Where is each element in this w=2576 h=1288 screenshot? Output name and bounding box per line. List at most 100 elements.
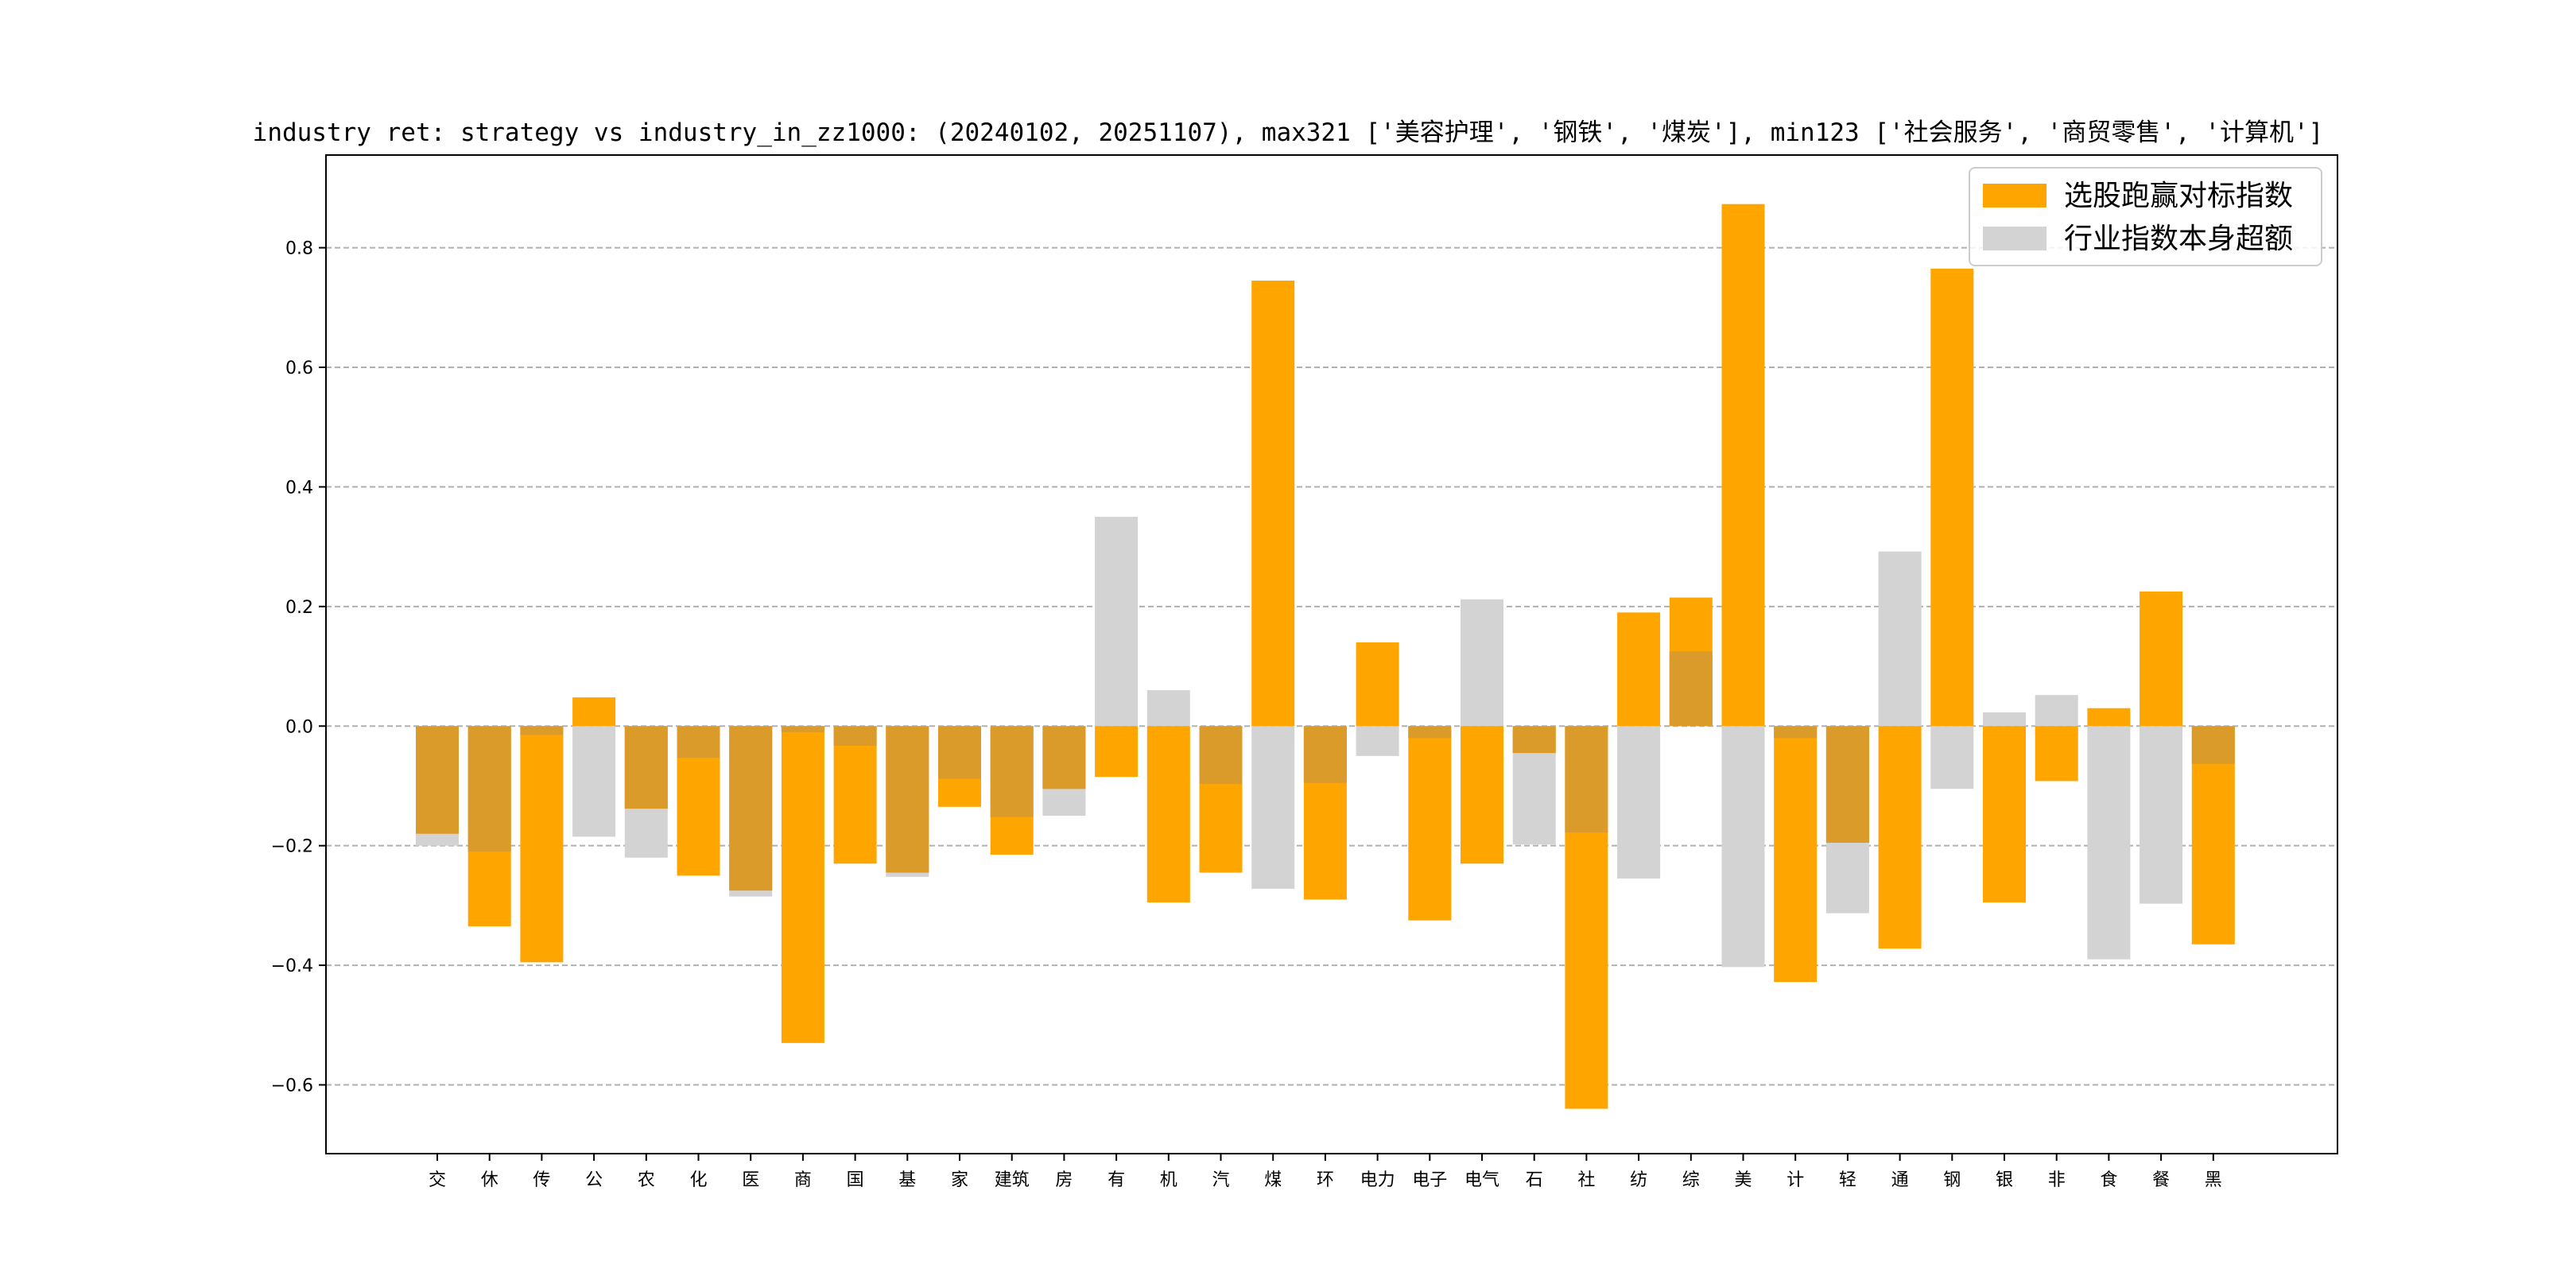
x-tick-label: 商 [794, 1170, 812, 1190]
bar-overlap [677, 726, 720, 758]
x-tick-label: 餐 [2152, 1170, 2170, 1190]
bar-strategy [520, 726, 564, 963]
y-tick-label: 0.8 [285, 239, 313, 259]
bar-strategy [1095, 726, 1139, 778]
y-tick-label: 0.2 [285, 598, 313, 618]
x-tick-label: 家 [951, 1170, 968, 1190]
bar-overlap [1565, 726, 1608, 833]
x-tick-label: 综 [1682, 1170, 1700, 1190]
bar-industry [1721, 726, 1765, 968]
x-tick-label: 汽 [1212, 1170, 1229, 1190]
x-tick-label: 房 [1055, 1170, 1073, 1190]
y-tick-label: −0.2 [271, 837, 313, 857]
bar-industry [1146, 690, 1190, 727]
bar-industry [2140, 726, 2183, 904]
bar-strategy [1146, 726, 1190, 903]
x-tick-label: 电力 [1360, 1170, 1395, 1190]
bar-overlap [520, 726, 564, 735]
y-tick-label: 0.4 [285, 478, 313, 498]
bar-strategy [1251, 280, 1295, 727]
x-tick-label: 计 [1787, 1170, 1804, 1190]
bar-strategy [2087, 708, 2131, 727]
bar-overlap [467, 726, 511, 852]
y-tick-label: −0.6 [271, 1077, 313, 1096]
bar-industry [1878, 551, 1922, 727]
x-tick-label: 公 [585, 1170, 603, 1190]
bar-industry [1356, 726, 1399, 756]
bar-strategy [1617, 612, 1661, 727]
y-tick-label: −0.4 [271, 956, 313, 976]
bar-overlap [1825, 726, 1869, 843]
chart-title: industry ret: strategy vs industry_in_zz… [253, 118, 2324, 147]
x-tick-label: 传 [533, 1170, 550, 1190]
bar-strategy [1983, 726, 2026, 903]
bar-strategy [2140, 592, 2183, 727]
bar-overlap [1774, 726, 1818, 739]
bar-overlap [2191, 726, 2235, 764]
x-tick-label: 环 [1317, 1170, 1334, 1190]
bar-industry [1983, 712, 2026, 727]
bar-strategy [2035, 726, 2078, 782]
bar-overlap [1199, 726, 1243, 785]
bar-strategy [833, 726, 877, 864]
x-tick-label: 食 [2100, 1170, 2117, 1190]
bar-strategy [1356, 642, 1399, 727]
bar-overlap [886, 726, 929, 873]
bar-strategy [781, 726, 824, 1043]
legend: 选股跑赢对标指数 行业指数本身超额 [1969, 167, 2322, 266]
bar-overlap [624, 726, 668, 809]
bar-industry [1095, 517, 1139, 727]
x-tick-label: 机 [1160, 1170, 1177, 1190]
bar-industry [1617, 726, 1661, 879]
x-tick-label: 煤 [1264, 1170, 1282, 1190]
legend-swatch-industry [1983, 227, 2046, 250]
x-tick-label: 基 [898, 1170, 916, 1190]
overlap-bars [416, 651, 2235, 891]
x-tick-label: 农 [638, 1170, 655, 1190]
x-tick-label: 交 [429, 1170, 446, 1190]
x-tick-label: 化 [689, 1170, 707, 1190]
x-tick-label: 银 [1996, 1170, 2013, 1190]
series-strategy [416, 204, 2235, 1109]
bar-overlap [1042, 726, 1086, 789]
x-tick-label: 石 [1526, 1170, 1543, 1190]
x-tick-label: 电气 [1465, 1170, 1499, 1190]
bar-strategy [1408, 726, 1452, 921]
x-tick-label: 轻 [1839, 1170, 1856, 1190]
x-tick-label: 有 [1108, 1170, 1125, 1190]
x-tick-label: 休 [481, 1170, 499, 1190]
bar-overlap [416, 726, 459, 834]
y-tick-label: 0.0 [285, 717, 313, 737]
bar-industry [1461, 599, 1503, 727]
x-tick-label: 社 [1577, 1170, 1595, 1190]
x-tick-label: 美 [1734, 1170, 1752, 1190]
x-tick-label: 纺 [1630, 1170, 1647, 1190]
bar-strategy [1930, 268, 1974, 727]
bar-strategy [1461, 726, 1503, 864]
x-tick-label: 国 [847, 1170, 864, 1190]
bar-industry [1251, 726, 1295, 889]
bar-overlap [1512, 726, 1556, 754]
legend-label-industry: 行业指数本身超额 [2064, 223, 2293, 255]
x-tick-label: 钢 [1943, 1170, 1961, 1190]
plot-frame [325, 154, 2338, 1154]
bar-strategy [1878, 726, 1922, 949]
y-axis: −0.6 −0.4 −0.2 0.0 0.2 0.4 0.6 0.8 [271, 239, 326, 1096]
bar-overlap [1303, 726, 1347, 783]
bar-strategy [572, 697, 616, 727]
bar-industry [2087, 726, 2131, 960]
bar-overlap [729, 726, 773, 891]
bar-overlap [938, 726, 981, 779]
y-tick-label: 0.6 [285, 359, 313, 378]
bar-overlap [990, 726, 1034, 817]
bar-industry [572, 726, 616, 837]
x-tick-label: 通 [1891, 1170, 1909, 1190]
grid-lines [326, 246, 2337, 1086]
legend-frame [1969, 167, 2322, 266]
bar-strategy [1774, 726, 1818, 983]
bar-overlap [1669, 651, 1713, 727]
legend-swatch-strategy [1983, 184, 2046, 208]
bar-strategy [1721, 204, 1765, 727]
x-tick-label: 电子 [1412, 1170, 1447, 1190]
